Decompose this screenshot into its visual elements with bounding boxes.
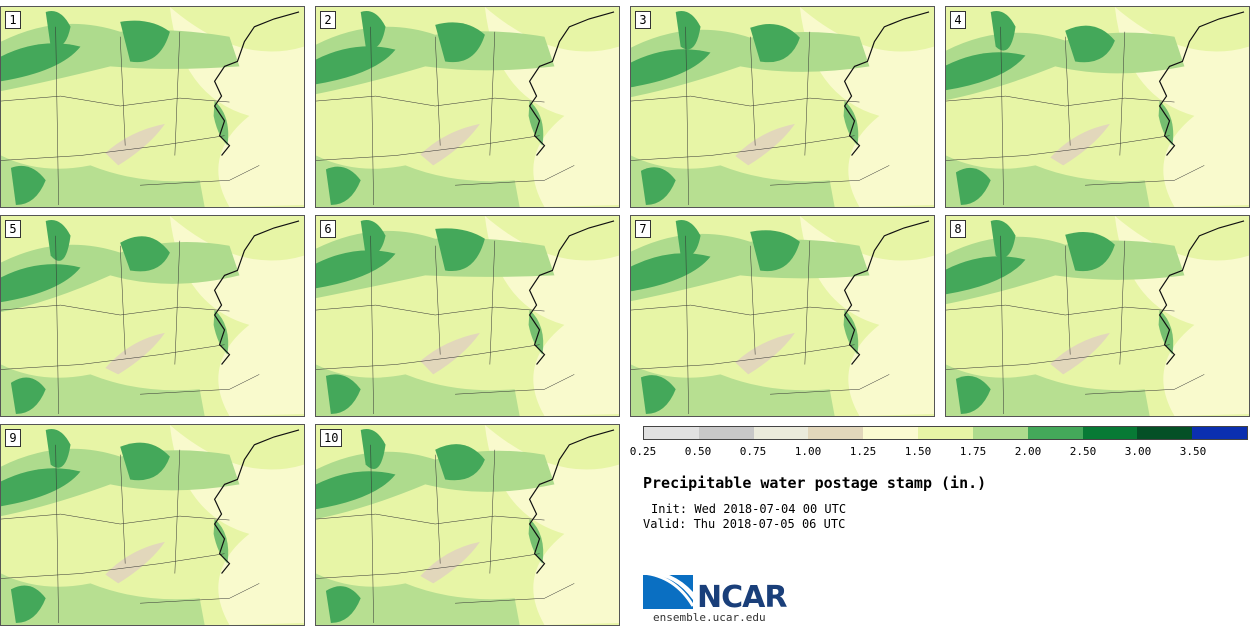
legend-swatch (1137, 427, 1193, 439)
legend-swatch (644, 427, 699, 439)
legend-tick-label: 2.50 (1069, 445, 1097, 458)
stamp-panel-5: 5 (0, 215, 305, 417)
page-title: Precipitable water postage stamp (in.) (643, 474, 987, 492)
legend-swatch (972, 427, 1028, 439)
legend-swatch (863, 427, 919, 439)
stamp-panel-1: 1 (0, 6, 305, 208)
panel-number: 6 (320, 220, 336, 238)
map-5 (1, 216, 304, 416)
legend-tick-label: 1.75 (959, 445, 987, 458)
legend-tick-labels: 0.25 0.50 0.75 1.00 1.25 1.50 1.75 2.00 2.50 3.00… (630, 445, 1248, 459)
legend-swatch (1027, 427, 1083, 439)
map-10 (316, 425, 619, 625)
panel-number: 2 (320, 11, 336, 29)
legend-swatch (918, 427, 973, 439)
legend-tick-label: 0.25 (629, 445, 657, 458)
color-legend (643, 426, 1248, 440)
stamp-panel-3: 3 (630, 6, 935, 208)
map-3 (631, 7, 934, 207)
valid-time: Valid: Thu 2018-07-05 06 UTC (643, 517, 846, 531)
map-8 (946, 216, 1249, 416)
stamp-panel-10: 10 (315, 424, 620, 626)
logo-url: ensemble.ucar.edu (653, 611, 766, 624)
panel-number: 1 (5, 11, 21, 29)
panel-number: 5 (5, 220, 21, 238)
map-1 (1, 7, 304, 207)
legend-tick-label: 2.00 (1014, 445, 1042, 458)
map-7 (631, 216, 934, 416)
panel-number: 4 (950, 11, 966, 29)
legend-swatch (698, 427, 754, 439)
legend-swatch (753, 427, 809, 439)
ncar-logo-icon (643, 570, 695, 609)
panel-number: 9 (5, 429, 21, 447)
panel-number: 8 (950, 220, 966, 238)
stamp-panel-8: 8 (945, 215, 1250, 417)
legend-tick-label: 3.00 (1124, 445, 1152, 458)
stamp-panel-4: 4 (945, 6, 1250, 208)
panel-number: 3 (635, 11, 651, 29)
legend-tick-label: 1.00 (794, 445, 822, 458)
legend-tick-label: 1.25 (849, 445, 877, 458)
legend-tick-label: 0.50 (684, 445, 712, 458)
stamp-panel-9: 9 (0, 424, 305, 626)
init-time: Init: Wed 2018-07-04 00 UTC (651, 502, 847, 516)
legend-swatch (1192, 427, 1247, 439)
map-9 (1, 425, 304, 625)
legend-swatch (1082, 427, 1138, 439)
logo-name: NCAR (697, 580, 787, 615)
stamp-panel-7: 7 (630, 215, 935, 417)
panel-number: 7 (635, 220, 651, 238)
legend-swatch (808, 427, 864, 439)
map-6 (316, 216, 619, 416)
panel-number: 10 (320, 429, 343, 447)
legend-tick-label: 3.50 (1179, 445, 1207, 458)
legend-tick-label: 0.75 (739, 445, 767, 458)
map-4 (946, 7, 1249, 207)
legend-tick-label: 1.50 (904, 445, 932, 458)
map-2 (316, 7, 619, 207)
stamp-panel-6: 6 (315, 215, 620, 417)
stamp-panel-2: 2 (315, 6, 620, 208)
